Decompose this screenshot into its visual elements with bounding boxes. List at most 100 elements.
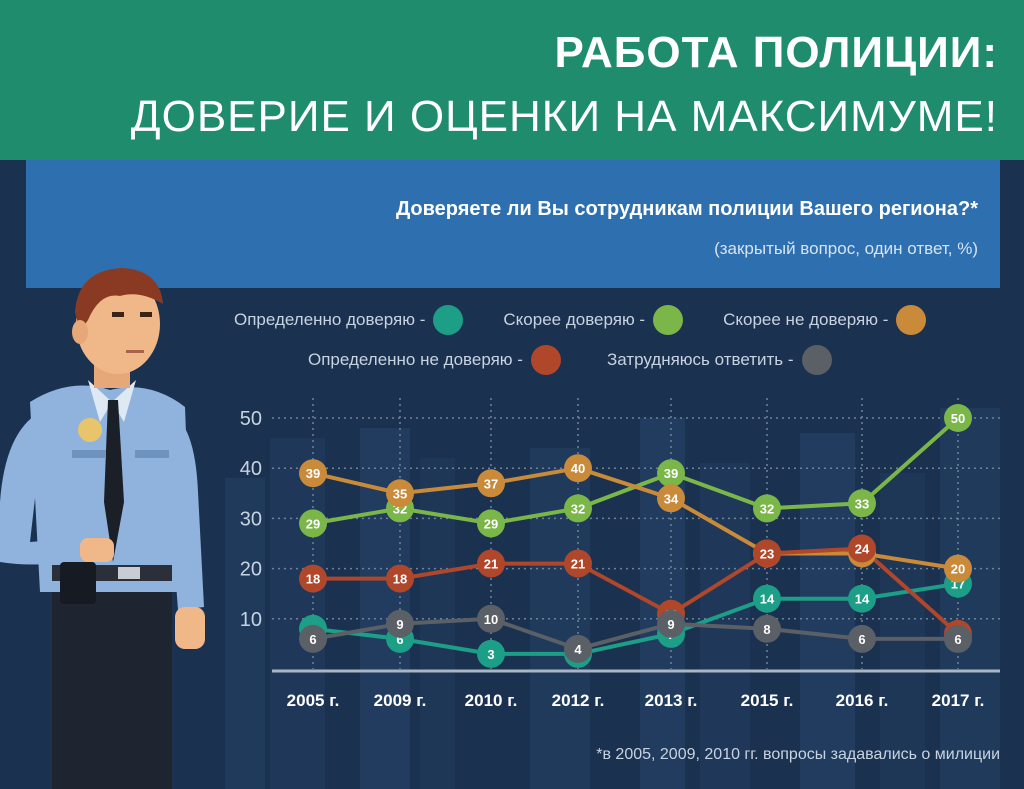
- series-4-point-label: 6: [858, 632, 865, 647]
- series-3-point: [848, 534, 876, 563]
- series-0-point: [477, 639, 505, 668]
- x-category-label: 2015 г.: [741, 691, 794, 710]
- legend-item-definitely-trust: Определенно доверяю -: [234, 305, 464, 335]
- legend-item-rather-distrust: Скорее не доверяю -: [723, 305, 927, 335]
- series-1-point-label: 29: [306, 516, 320, 531]
- series-line-3: [313, 546, 960, 636]
- series-1-point: [477, 509, 505, 538]
- series-3-point: [299, 564, 327, 593]
- legend-row-2: Определенно не доверяю - Затрудняюсь отв…: [308, 345, 832, 375]
- series-2-point: [386, 479, 414, 508]
- series-4-point: [386, 609, 414, 638]
- series-0-point-label: 14: [855, 592, 870, 607]
- question-subtitle: (закрытый вопрос, один ответ, %): [714, 239, 978, 258]
- series-line-2: [312, 466, 959, 571]
- y-tick-label: 10: [240, 609, 262, 631]
- series-line-1: [312, 416, 960, 526]
- series-4-point: [753, 614, 781, 643]
- series-3-point-label: 18: [306, 572, 320, 587]
- policeman-illustration: [0, 268, 205, 789]
- series-0-point-label: 6: [396, 632, 403, 647]
- series-2-point: [657, 484, 685, 513]
- series-4-point: [848, 624, 876, 653]
- series-0-point: [848, 584, 876, 613]
- series-0-point: [753, 584, 781, 613]
- legend-swatch: [530, 345, 561, 375]
- series-3-point: [386, 564, 414, 593]
- series-0-point-label: 14: [760, 592, 775, 607]
- legend-item-definitely-distrust: Определенно не доверяю -: [308, 345, 561, 375]
- title-line-2: ДОВЕРИЕ И ОЦЕНКИ НА МАКСИМУМЕ!: [130, 92, 998, 141]
- y-tick-label: 40: [240, 458, 262, 480]
- series-4-point: [944, 624, 972, 653]
- series-3-point: [564, 549, 592, 578]
- series-2-point: [944, 554, 972, 583]
- legend-swatch: [653, 305, 684, 335]
- series-2-point-label: 40: [571, 461, 585, 476]
- legend-label: Скорее доверяю -: [503, 310, 646, 329]
- series-3-point: [753, 539, 781, 568]
- x-category-label: 2012 г.: [552, 691, 605, 710]
- series-3-point-label: 24: [855, 542, 870, 557]
- x-category-label: 2013 г.: [645, 691, 698, 710]
- series-3-point-label: 21: [571, 557, 585, 572]
- series-1-point-label: 32: [571, 501, 585, 516]
- series-2-point: [477, 469, 505, 498]
- legend-label: Определенно доверяю -: [234, 310, 426, 329]
- series-3-point-label: 18: [393, 572, 407, 587]
- y-tick-label: 20: [240, 559, 262, 581]
- series-1-point: [564, 494, 592, 523]
- series-4-point-label: 8: [763, 622, 770, 637]
- series-4-point-label: 10: [484, 612, 498, 627]
- legend-swatch: [433, 305, 464, 335]
- title-line-1: РАБОТА ПОЛИЦИИ:: [554, 28, 998, 77]
- series-1-point-label: 29: [484, 516, 498, 531]
- series-2-point-label: 34: [664, 491, 679, 506]
- question-band: Доверяете ли Вы сотрудникам полиции Ваше…: [26, 160, 1000, 288]
- legend-item-rather-trust: Скорее доверяю -: [503, 305, 684, 335]
- series-4-point: [477, 604, 505, 633]
- series-2-point: [564, 454, 592, 483]
- legend-label: Определенно не доверяю -: [308, 350, 523, 369]
- header-band: РАБОТА ПОЛИЦИИ: ДОВЕРИЕ И ОЦЕНКИ НА МАКС…: [0, 0, 1024, 160]
- legend-row-1: Определенно доверяю - Скорее доверяю - С…: [234, 305, 927, 335]
- series-4-point-label: 4: [574, 642, 582, 657]
- series-2-point-label: 35: [393, 486, 407, 501]
- x-category-label: 2010 г.: [465, 691, 518, 710]
- question-text: Доверяете ли Вы сотрудникам полиции Ваше…: [395, 198, 978, 220]
- y-tick-label: 50: [240, 408, 262, 430]
- series-4-point-label: 6: [309, 632, 316, 647]
- legend-label: Затрудняюсь ответить -: [606, 350, 794, 369]
- legend-swatch: [801, 345, 832, 375]
- series-1-point-label: 50: [951, 411, 965, 426]
- series-1-point-label: 39: [664, 466, 678, 481]
- series-4-point: [657, 609, 685, 638]
- series-2-point-label: 37: [484, 476, 498, 491]
- x-category-label: 2017 г.: [932, 691, 985, 710]
- series-3-point-label: 21: [484, 557, 498, 572]
- legend-label: Скорее не доверяю -: [723, 310, 889, 329]
- series-1-point: [299, 509, 327, 538]
- series-1-point: [848, 489, 876, 518]
- series-1-point: [944, 404, 972, 432]
- legend-swatch: [896, 305, 927, 335]
- x-category-label: 2009 г.: [374, 691, 427, 710]
- series-1-point: [657, 459, 685, 488]
- series-3-point-label: 23: [760, 547, 774, 562]
- y-tick-label: 30: [240, 508, 262, 530]
- series-2-point: [299, 459, 327, 488]
- series-line-4: [312, 616, 958, 651]
- series-3-point: [477, 549, 505, 578]
- series-2-point-label: 20: [951, 562, 965, 577]
- footnote: *в 2005, 2009, 2010 гг. вопросы задавали…: [596, 746, 1000, 763]
- series-4-point: [299, 624, 327, 653]
- series-1-point-label: 33: [855, 496, 869, 511]
- series-line-0: [312, 581, 959, 656]
- legend-item-hard-to-say: Затрудняюсь ответить -: [607, 345, 832, 375]
- series-4-point-label: 9: [667, 617, 674, 632]
- series-1-point: [753, 494, 781, 523]
- series-4-point-label: 6: [954, 632, 961, 647]
- series-2-point-label: 39: [306, 466, 320, 481]
- series-1-point-label: 32: [760, 501, 774, 516]
